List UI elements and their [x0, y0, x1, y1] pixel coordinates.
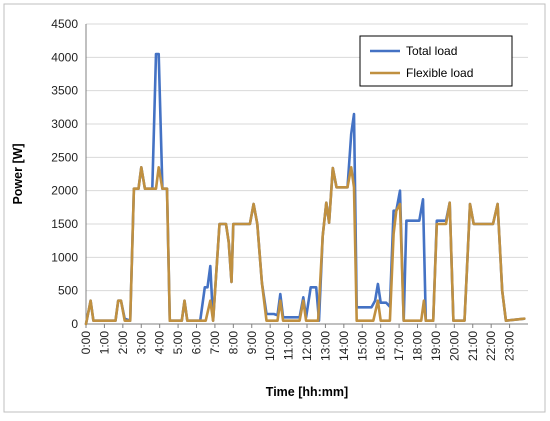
series-line-flexible-load [84, 166, 526, 326]
x-tick-label: 6:00 [190, 331, 204, 355]
x-tick-label: 7:00 [208, 331, 222, 355]
x-tick-label: 14:00 [337, 331, 351, 361]
gridlines [86, 23, 528, 292]
x-tick-label: 10:00 [263, 331, 277, 361]
x-tick-label: 5:00 [171, 331, 185, 355]
legend-label: Flexible load [406, 66, 473, 80]
x-tick-label: 18:00 [411, 331, 425, 361]
x-tick-label: 17:00 [392, 331, 406, 361]
x-tick-label: 15:00 [355, 331, 369, 361]
y-tick-label: 2500 [51, 150, 78, 164]
x-tick-label: 2:00 [116, 331, 130, 355]
x-tick-label: 19:00 [429, 331, 443, 361]
x-tick-label: 23:00 [503, 331, 517, 361]
x-tick-label: 4:00 [153, 331, 167, 355]
x-tick-label: 20:00 [447, 331, 461, 361]
x-tick-label: 16:00 [374, 331, 388, 361]
legend-label: Total load [406, 44, 457, 58]
y-tick-label: 2000 [51, 184, 78, 198]
x-tick-label: 13:00 [318, 331, 332, 361]
x-tick-label: 1:00 [97, 331, 111, 355]
x-tick-label: 11:00 [282, 331, 296, 360]
legend: Total load Flexible load [359, 35, 513, 87]
y-tick-label: 3000 [51, 117, 78, 131]
y-tick-label: 4500 [51, 17, 78, 31]
y-tick-label: 1500 [51, 217, 78, 231]
series-lines [84, 52, 526, 326]
x-tick-label: 8:00 [226, 331, 240, 355]
x-tick-label: 9:00 [245, 331, 259, 355]
x-tick-label: 22:00 [484, 331, 498, 361]
y-tick-label: 4000 [51, 50, 78, 64]
axes: 0 500 1000 1500 2000 2500 3000 3500 4000 4500 0:00… [51, 17, 528, 361]
y-tick-label: 1000 [51, 250, 78, 264]
x-tick-label: 21:00 [466, 331, 480, 361]
y-tick-label: 500 [58, 284, 78, 298]
y-tick-label: 3500 [51, 84, 78, 98]
x-tick-label: 3:00 [134, 331, 148, 355]
x-tick-label: 12:00 [300, 331, 314, 361]
y-tick-label: 0 [71, 317, 78, 331]
x-axis-title: Time [hh:mm] [266, 385, 348, 399]
legend-box [359, 35, 513, 87]
y-axis-title: Power [W] [11, 143, 25, 204]
x-tick-label: 0:00 [79, 331, 93, 355]
